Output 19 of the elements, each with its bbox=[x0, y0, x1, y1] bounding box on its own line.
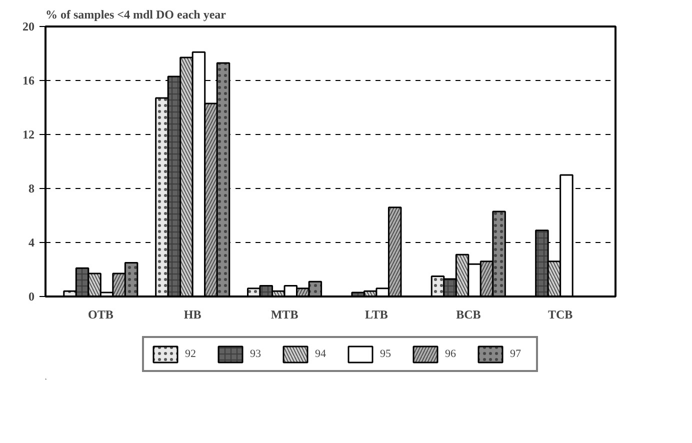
legend-label: 95 bbox=[380, 348, 392, 360]
x-tick-label: HB bbox=[184, 308, 202, 322]
legend-label: 92 bbox=[185, 348, 197, 360]
y-tick-label: 4 bbox=[28, 236, 34, 250]
y-tick-label: 12 bbox=[22, 128, 34, 142]
x-tick-label: LTB bbox=[365, 308, 388, 322]
legend-label: 94 bbox=[315, 348, 327, 360]
x-tick-label: TCB bbox=[548, 308, 573, 322]
y-tick-label: 8 bbox=[28, 182, 34, 196]
legend-label: 97 bbox=[510, 348, 522, 360]
x-tick-label: BCB bbox=[456, 308, 481, 322]
legend-label: 93 bbox=[250, 348, 262, 360]
y-tick-label: 16 bbox=[22, 74, 34, 88]
y-tick-label: 0 bbox=[28, 290, 34, 304]
legend-label: 96 bbox=[445, 348, 457, 360]
x-tick-label: MTB bbox=[270, 308, 298, 322]
y-tick-label: 20 bbox=[22, 20, 34, 34]
x-tick-label: OTB bbox=[88, 308, 114, 322]
chart-title: % of samples <4 mdl DO each year bbox=[46, 8, 227, 22]
